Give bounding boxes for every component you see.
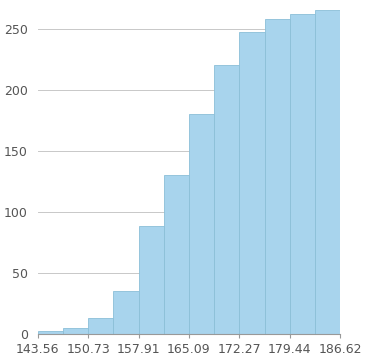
Bar <box>265 19 290 334</box>
Bar <box>113 291 138 334</box>
Bar <box>189 114 214 334</box>
Bar <box>315 10 340 334</box>
Bar <box>138 226 164 334</box>
Bar <box>290 14 315 334</box>
Bar <box>214 65 239 334</box>
Bar <box>63 328 88 334</box>
Bar <box>239 32 265 334</box>
Bar <box>164 175 189 334</box>
Bar <box>88 318 113 334</box>
Bar <box>38 331 63 334</box>
